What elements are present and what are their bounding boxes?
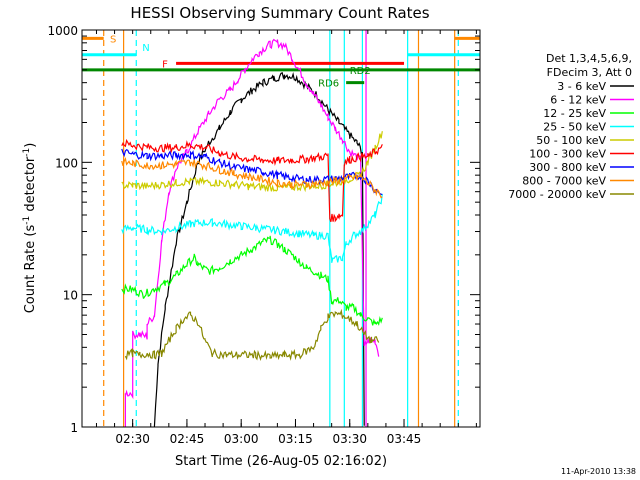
series-line: [124, 308, 380, 361]
series-line: [121, 157, 383, 199]
y-axis-label-suffix: detector: [23, 156, 38, 216]
y-axis-label-sup-2: -1: [22, 148, 32, 157]
series-line: [121, 193, 383, 263]
legend-label: 3 - 6 keV: [557, 80, 606, 93]
legend-header-2: FDecim 3, Att 0: [547, 66, 632, 79]
series-line: [121, 131, 383, 193]
x-tick-label: 03:30: [332, 432, 367, 446]
y-tick-label: 10: [63, 289, 78, 303]
x-tick-label: 03:15: [278, 432, 313, 446]
plot-area: S N F RD2 RD6: [82, 30, 480, 428]
y-axis-label: Count Rate (s-1 detector-1): [22, 143, 38, 314]
legend-label: 300 - 800 keV: [529, 161, 606, 174]
y-axis: 1 10 100 1000: [47, 24, 480, 435]
legend-label: 800 - 7000 keV: [522, 175, 606, 188]
x-axis-label: Start Time (26-Aug-05 02:16:02): [175, 454, 387, 469]
y-axis-label-prefix: Count Rate (s: [23, 225, 38, 314]
legend-label: 50 - 100 keV: [536, 134, 606, 147]
y-tick-label: 1: [70, 421, 78, 435]
legend-header-1: Det 1,3,4,5,6,9,: [546, 52, 632, 65]
series-line: [121, 138, 383, 223]
legend-label: 25 - 50 keV: [543, 121, 606, 134]
y-tick-label: 1000: [47, 24, 78, 38]
legend-label: 6 - 12 keV: [550, 94, 606, 107]
legend: Det 1,3,4,5,6,9, FDecim 3, Att 0 3 - 6 k…: [508, 52, 634, 201]
legend-label: 12 - 25 keV: [543, 107, 606, 120]
x-tick-label: 02:45: [170, 432, 205, 446]
flag-label: RD6: [318, 79, 339, 90]
flag-label: S: [110, 34, 116, 45]
y-axis-label-sup: -1: [22, 216, 32, 225]
series-line: [121, 235, 383, 326]
flag-label: RD2: [350, 66, 371, 77]
legend-label: 7000 - 20000 keV: [508, 188, 606, 201]
flag-label: N: [142, 43, 149, 54]
chart-title: HESSI Observing Summary Count Rates: [130, 4, 429, 22]
x-tick-label: 03:00: [224, 432, 259, 446]
x-axis: 02:30 02:45 03:00 03:15 03:30 03:45: [95, 30, 477, 446]
legend-label: 100 - 300 keV: [529, 148, 606, 161]
y-tick-label: 100: [55, 156, 78, 170]
x-tick-label: 02:30: [115, 432, 150, 446]
flag-label: F: [162, 59, 168, 70]
series-line: [153, 71, 365, 428]
x-tick-label: 03:45: [387, 432, 422, 446]
series-line: [124, 38, 380, 427]
y-axis-label-end: ): [23, 143, 38, 148]
footer-timestamp: 11-Apr-2010 13:38: [561, 467, 636, 476]
plot-frame: [81, 29, 481, 428]
